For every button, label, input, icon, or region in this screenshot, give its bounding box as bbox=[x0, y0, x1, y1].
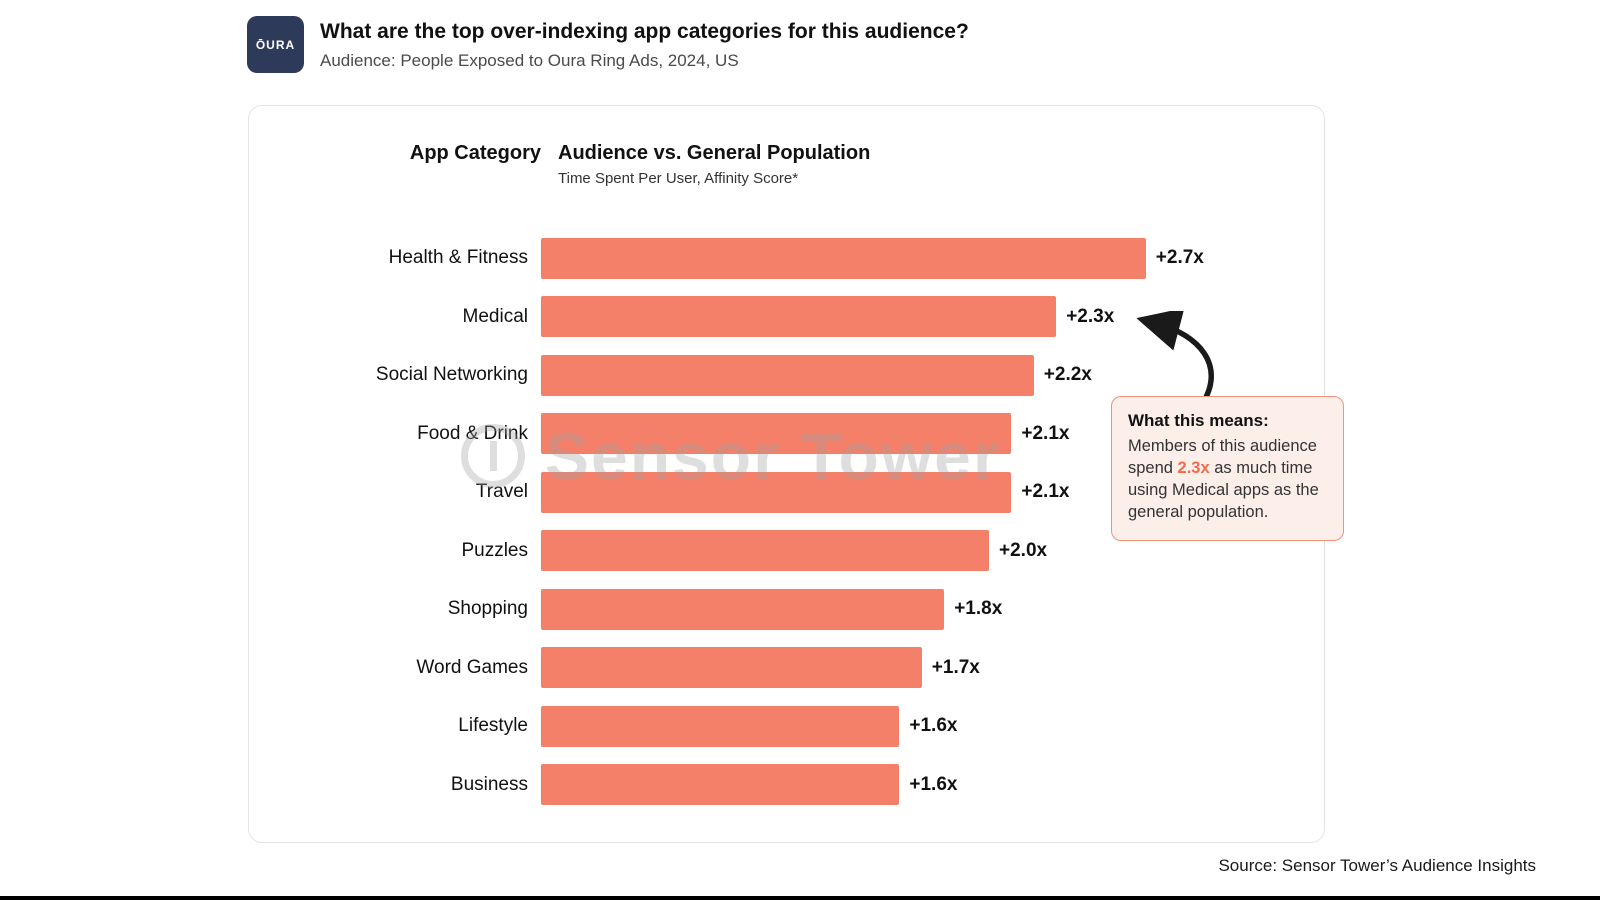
bar-row: Puzzles +2.0x bbox=[249, 522, 1324, 581]
bar bbox=[541, 296, 1057, 338]
bar bbox=[541, 471, 1012, 513]
bar-rows: Health & Fitness +2.7x Medical +2.3x Social … bbox=[249, 229, 1324, 814]
callout-body-pre: Members of this audience spend bbox=[1128, 437, 1317, 477]
category-label: Social Networking bbox=[375, 364, 528, 386]
bar-row: Business +1.6x bbox=[249, 756, 1324, 815]
bar bbox=[541, 413, 1012, 455]
bar-value-label: +2.3x bbox=[1066, 305, 1115, 327]
bar bbox=[541, 705, 900, 747]
oura-logo: ŌURA bbox=[247, 16, 304, 73]
bar bbox=[541, 647, 922, 689]
bar-value-label: +1.8x bbox=[954, 598, 1003, 620]
bar-row: Word Games +1.7x bbox=[249, 639, 1324, 698]
bar bbox=[541, 354, 1034, 396]
page-subtitle: Audience: People Exposed to Oura Ring Ad… bbox=[320, 51, 739, 70]
bar-area: +2.2x bbox=[541, 354, 1324, 396]
chart-card: App Category Audience vs. General Popula… bbox=[248, 105, 1344, 843]
category-label: Food & Drink bbox=[417, 422, 528, 444]
category-label: Business bbox=[450, 773, 528, 795]
category-label: Word Games bbox=[416, 656, 528, 678]
page-title: What are the top over-indexing app categ… bbox=[320, 20, 969, 43]
category-label: Lifestyle bbox=[458, 715, 528, 737]
bar-area: +2.0x bbox=[541, 530, 1324, 572]
bar-area: +2.1x bbox=[541, 471, 1324, 513]
category-label: Puzzles bbox=[461, 539, 528, 561]
bar-value-label: +2.1x bbox=[1021, 481, 1070, 503]
bar-area: +1.7x bbox=[541, 647, 1324, 689]
bar-value-label: +1.7x bbox=[931, 656, 980, 678]
category-label: Travel bbox=[475, 481, 528, 503]
what-this-means-callout: What this means: Members of this audienc… bbox=[1111, 396, 1344, 541]
bar bbox=[541, 530, 989, 572]
bar-value-label: +2.7x bbox=[1155, 247, 1204, 269]
bar-value-label: +2.2x bbox=[1043, 364, 1092, 386]
category-label: Shopping bbox=[447, 598, 528, 620]
bar-area: +1.8x bbox=[541, 588, 1324, 630]
bar-value-label: +1.6x bbox=[909, 773, 958, 795]
bar-row: Food & Drink +2.1x bbox=[249, 405, 1324, 464]
category-label: Medical bbox=[462, 305, 528, 327]
callout-body-post: as much time using Medical apps as the g… bbox=[1128, 458, 1319, 521]
oura-logo-text: ŌURA bbox=[255, 37, 296, 52]
source-attribution: Source: Sensor Tower’s Audience Insights bbox=[1218, 856, 1536, 875]
bar-value-label: +2.1x bbox=[1021, 422, 1070, 444]
bar-row: Shopping +1.8x bbox=[249, 580, 1324, 639]
bar-row: Lifestyle +1.6x bbox=[249, 697, 1324, 756]
chart-col2-header: Audience vs. General Population Time Spe… bbox=[558, 142, 870, 187]
bar-area: +2.1x bbox=[541, 413, 1324, 455]
bar-value-label: +1.6x bbox=[909, 715, 958, 737]
bar-area: +1.6x bbox=[541, 764, 1324, 806]
chart-header-row: App Category Audience vs. General Popula… bbox=[249, 142, 1324, 187]
bar-value-label: +2.0x bbox=[999, 539, 1048, 561]
bar-row: Travel +2.1x bbox=[249, 463, 1324, 522]
chart-col2-subtitle: Time Spent Per User, Affinity Score* bbox=[558, 170, 799, 187]
bar-row: Social Networking +2.2x bbox=[249, 346, 1324, 405]
bar bbox=[541, 237, 1146, 279]
chart-col2-title: Audience vs. General Population bbox=[558, 142, 871, 164]
bar-row: Medical +2.3x bbox=[249, 288, 1324, 347]
header: What are the top over-indexing app categ… bbox=[320, 20, 969, 71]
category-label: Health & Fitness bbox=[388, 247, 528, 269]
bar-area: +1.6x bbox=[541, 705, 1324, 747]
bottom-border-bar bbox=[0, 896, 1600, 900]
chart-col1-header: App Category bbox=[409, 142, 541, 164]
callout-body: Members of this audience spend 2.3x as m… bbox=[1128, 436, 1327, 524]
bar-area: +2.7x bbox=[541, 237, 1324, 279]
bar-row: Health & Fitness +2.7x bbox=[249, 229, 1324, 288]
bar-area: +2.3x bbox=[541, 296, 1324, 338]
bar bbox=[541, 588, 945, 630]
callout-title: What this means: bbox=[1128, 411, 1269, 430]
bar bbox=[541, 764, 900, 806]
callout-highlight: 2.3x bbox=[1177, 458, 1210, 477]
